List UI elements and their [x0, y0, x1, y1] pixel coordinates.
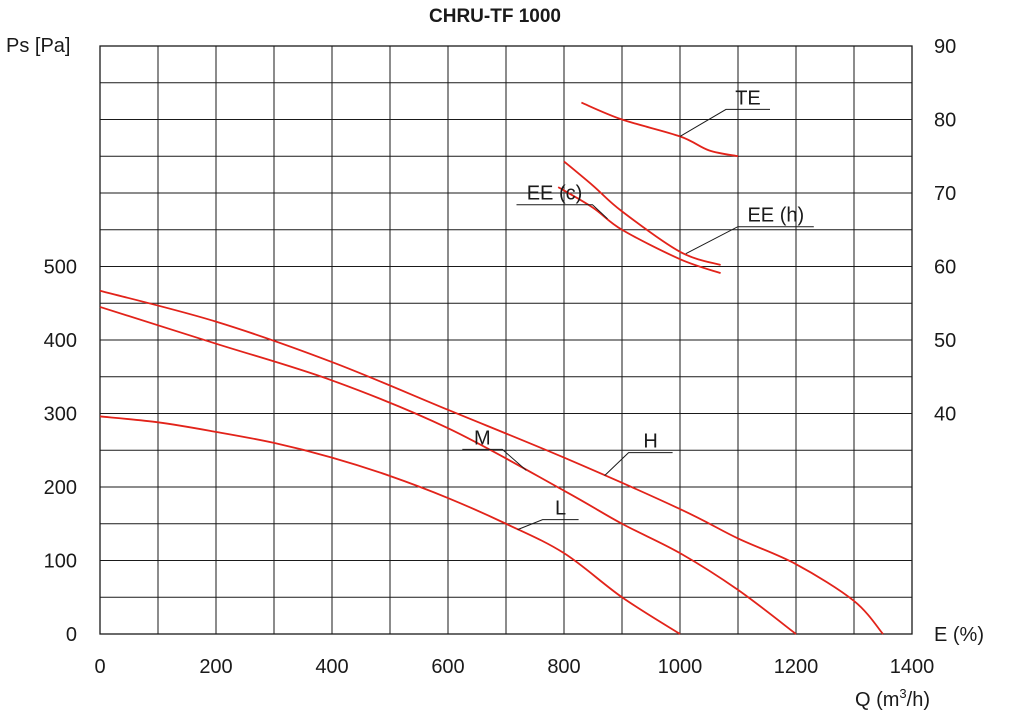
- x-tick-label: 1200: [774, 656, 819, 678]
- curve-label-ee-h: EE (h): [747, 205, 804, 227]
- y-tick-label: 400: [44, 330, 77, 352]
- y2-tick-label: 90: [934, 36, 956, 58]
- x-tick-label: 1000: [658, 656, 703, 678]
- leader-h: [604, 452, 673, 476]
- leader-m: [462, 448, 527, 471]
- y-tick-label: 0: [66, 624, 77, 646]
- x-tick-label: 0: [94, 656, 105, 678]
- curve-ee-h: [563, 160, 721, 266]
- y2-tick-label: 40: [934, 404, 956, 426]
- y2-axis-label: E (%): [934, 624, 984, 646]
- curves: [99, 101, 884, 635]
- curve-label-m: M: [474, 427, 491, 449]
- curve-l: [99, 415, 681, 635]
- y-tick-label: 200: [44, 477, 77, 499]
- curve-te: [581, 101, 739, 158]
- y2-tick-label: 70: [934, 183, 956, 205]
- y2-tick-label: 60: [934, 257, 956, 279]
- curve-label-h: H: [643, 431, 657, 453]
- x-axis-label: Q (m3/h): [855, 686, 930, 711]
- chart-title: CHRU-TF 1000: [429, 6, 561, 27]
- x-tick-label: 600: [431, 656, 464, 678]
- x-tick-label: 400: [315, 656, 348, 678]
- leader-te: [679, 108, 770, 137]
- x-tick-label: 200: [199, 656, 232, 678]
- curve-label-l: L: [555, 498, 566, 520]
- y-axis-label: Ps [Pa]: [6, 35, 70, 57]
- y2-tick-label: 80: [934, 110, 956, 132]
- leader-ee-c: [516, 204, 608, 220]
- curve-label-te: TE: [735, 87, 761, 109]
- leader-ee-h: [685, 226, 814, 255]
- y2-tick-label: 50: [934, 330, 956, 352]
- grid: [100, 46, 912, 634]
- x-tick-label: 1400: [890, 656, 935, 678]
- y-tick-label: 300: [44, 404, 77, 426]
- curve-m: [99, 306, 797, 635]
- x-tick-label: 800: [547, 656, 580, 678]
- curve-ee-c: [557, 186, 721, 274]
- tick-labels: 0 200 400 600 800 1000 1200 1400 0 100 200 300 400 50…: [44, 36, 957, 678]
- leader-l: [517, 519, 579, 531]
- curve-labels: TE EE (h) EE (c) H M L: [462, 87, 814, 531]
- y-tick-label: 100: [44, 551, 77, 573]
- curve-h: [99, 289, 884, 635]
- plot-frame: [99, 45, 913, 635]
- y-tick-label: 500: [44, 257, 77, 279]
- curve-label-ee-c: EE (c): [527, 183, 583, 205]
